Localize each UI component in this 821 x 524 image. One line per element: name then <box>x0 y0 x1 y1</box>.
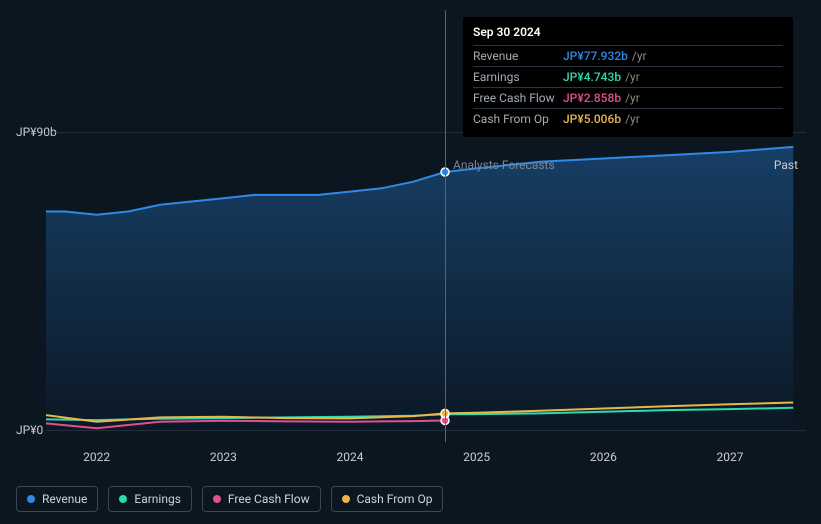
tooltip-metric-value: JP¥77.932b <box>563 49 628 63</box>
x-tick-label: 2024 <box>337 450 364 464</box>
tooltip-metric-label: Earnings <box>473 70 563 84</box>
past-forecast-divider <box>445 10 446 442</box>
chart-tooltip: Sep 30 2024 RevenueJP¥77.932b /yrEarning… <box>463 17 793 137</box>
tooltip-metric-label: Revenue <box>473 49 563 63</box>
legend-dot-icon <box>342 495 350 503</box>
legend-label: Earnings <box>134 492 181 506</box>
legend-item-cfo[interactable]: Cash From Op <box>331 486 444 512</box>
legend-item-fcf[interactable]: Free Cash Flow <box>202 486 321 512</box>
tooltip-unit: /yr <box>625 91 640 105</box>
x-tick-label: 2022 <box>83 450 110 464</box>
tooltip-metric-value: JP¥2.858b <box>563 91 621 105</box>
tooltip-metric-value: JP¥4.743b <box>563 70 621 84</box>
forecast-section-label: Analysts Forecasts <box>445 158 555 172</box>
x-tick-label: 2023 <box>210 450 237 464</box>
tooltip-unit: /yr <box>625 70 640 84</box>
legend-label: Free Cash Flow <box>228 492 310 506</box>
legend-dot-icon <box>213 495 221 503</box>
tooltip-row: EarningsJP¥4.743b /yr <box>473 66 783 87</box>
tooltip-row: RevenueJP¥77.932b /yr <box>473 45 783 66</box>
legend-dot-icon <box>119 495 127 503</box>
tooltip-date: Sep 30 2024 <box>473 25 783 39</box>
tooltip-row: Cash From OpJP¥5.006b /yr <box>473 108 783 129</box>
tooltip-unit: /yr <box>632 49 647 63</box>
chart-legend: Revenue Earnings Free Cash Flow Cash From O… <box>16 486 443 512</box>
tooltip-unit: /yr <box>625 112 640 126</box>
x-tick-label: 2025 <box>463 450 490 464</box>
x-tick-label: 2026 <box>590 450 617 464</box>
tooltip-metric-label: Free Cash Flow <box>473 91 563 105</box>
legend-item-revenue[interactable]: Revenue <box>16 486 98 512</box>
legend-label: Cash From Op <box>357 492 433 506</box>
legend-item-earnings[interactable]: Earnings <box>108 486 192 512</box>
legend-dot-icon <box>27 495 35 503</box>
x-tick-label: 2027 <box>717 450 744 464</box>
tooltip-metric-label: Cash From Op <box>473 112 563 126</box>
tooltip-row: Free Cash FlowJP¥2.858b /yr <box>473 87 783 108</box>
x-axis: 2022 2023 2024 2025 2026 2027 <box>46 450 806 470</box>
y-tick-label: JP¥0 <box>16 423 43 437</box>
tooltip-metric-value: JP¥5.006b <box>563 112 621 126</box>
legend-label: Revenue <box>42 492 87 506</box>
